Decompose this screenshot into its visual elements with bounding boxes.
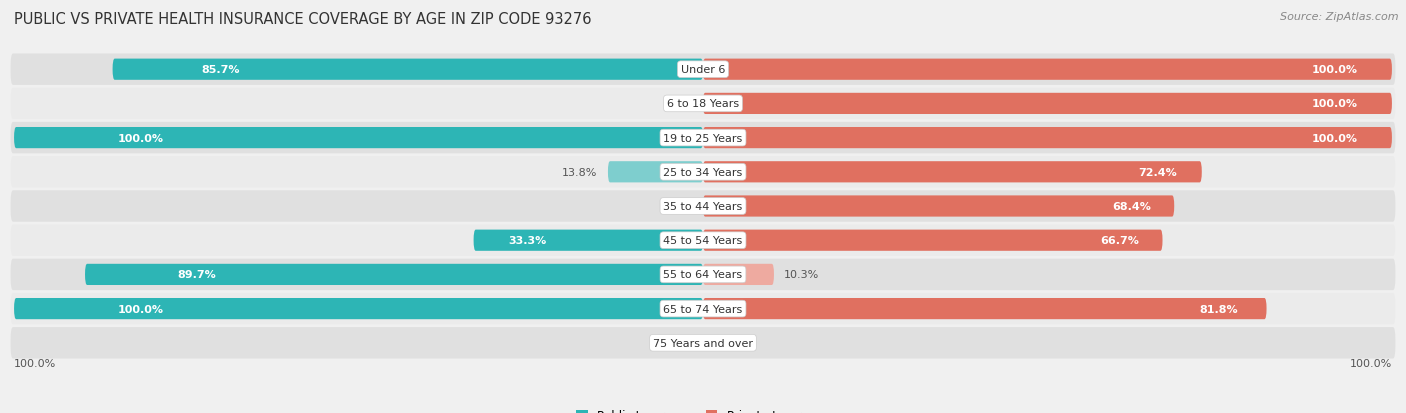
FancyBboxPatch shape — [14, 128, 703, 149]
Text: 19 to 25 Years: 19 to 25 Years — [664, 133, 742, 143]
FancyBboxPatch shape — [11, 191, 1395, 222]
Text: 81.8%: 81.8% — [1199, 304, 1239, 314]
FancyBboxPatch shape — [11, 259, 1395, 290]
Text: 100.0%: 100.0% — [117, 304, 163, 314]
FancyBboxPatch shape — [607, 162, 703, 183]
Text: 13.8%: 13.8% — [562, 167, 598, 177]
Text: 100.0%: 100.0% — [14, 358, 56, 368]
FancyBboxPatch shape — [14, 298, 703, 319]
Text: 45 to 54 Years: 45 to 54 Years — [664, 236, 742, 246]
Text: 100.0%: 100.0% — [1312, 99, 1358, 109]
FancyBboxPatch shape — [703, 196, 1174, 217]
FancyBboxPatch shape — [11, 157, 1395, 188]
Text: 6 to 18 Years: 6 to 18 Years — [666, 99, 740, 109]
Text: 55 to 64 Years: 55 to 64 Years — [664, 270, 742, 280]
Text: 85.7%: 85.7% — [201, 65, 239, 75]
Text: 72.4%: 72.4% — [1137, 167, 1177, 177]
Text: 100.0%: 100.0% — [1350, 358, 1392, 368]
Text: PUBLIC VS PRIVATE HEALTH INSURANCE COVERAGE BY AGE IN ZIP CODE 93276: PUBLIC VS PRIVATE HEALTH INSURANCE COVER… — [14, 12, 592, 27]
FancyBboxPatch shape — [703, 230, 1163, 251]
FancyBboxPatch shape — [11, 88, 1395, 120]
FancyBboxPatch shape — [703, 94, 1392, 115]
FancyBboxPatch shape — [703, 59, 1392, 81]
Text: 33.3%: 33.3% — [508, 236, 547, 246]
FancyBboxPatch shape — [703, 162, 1202, 183]
FancyBboxPatch shape — [11, 327, 1395, 358]
Text: Source: ZipAtlas.com: Source: ZipAtlas.com — [1281, 12, 1399, 22]
Text: 25 to 34 Years: 25 to 34 Years — [664, 167, 742, 177]
Text: 100.0%: 100.0% — [117, 133, 163, 143]
FancyBboxPatch shape — [11, 123, 1395, 154]
FancyBboxPatch shape — [703, 298, 1267, 319]
Text: 89.7%: 89.7% — [177, 270, 217, 280]
Text: 100.0%: 100.0% — [1312, 133, 1358, 143]
Text: 100.0%: 100.0% — [1312, 65, 1358, 75]
Text: 65 to 74 Years: 65 to 74 Years — [664, 304, 742, 314]
FancyBboxPatch shape — [11, 55, 1395, 86]
Text: 66.7%: 66.7% — [1101, 236, 1139, 246]
FancyBboxPatch shape — [703, 264, 773, 285]
Text: 75 Years and over: 75 Years and over — [652, 338, 754, 348]
FancyBboxPatch shape — [474, 230, 703, 251]
FancyBboxPatch shape — [11, 293, 1395, 325]
FancyBboxPatch shape — [112, 59, 703, 81]
Legend: Public Insurance, Private Insurance: Public Insurance, Private Insurance — [571, 404, 835, 413]
FancyBboxPatch shape — [11, 225, 1395, 256]
FancyBboxPatch shape — [703, 128, 1392, 149]
Text: Under 6: Under 6 — [681, 65, 725, 75]
Text: 10.3%: 10.3% — [785, 270, 820, 280]
Text: 68.4%: 68.4% — [1112, 202, 1150, 211]
FancyBboxPatch shape — [84, 264, 703, 285]
Text: 35 to 44 Years: 35 to 44 Years — [664, 202, 742, 211]
